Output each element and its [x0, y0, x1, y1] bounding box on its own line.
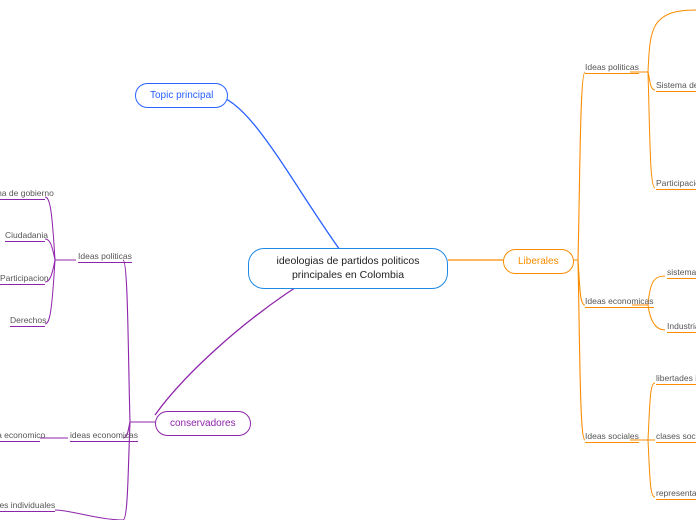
- con-pol-gobierno-label: ema de gobierno: [0, 188, 54, 198]
- lib-eco-sistema-label: sistema e: [667, 267, 696, 277]
- lib-soc-libertades-label: libertades ind: [656, 373, 696, 383]
- con-pol-derechos[interactable]: Derechos: [10, 315, 45, 325]
- branch-liberales[interactable]: Liberales: [503, 249, 574, 274]
- lib-pol-participacion-label: Participacion: [656, 178, 696, 188]
- con-soc-individuales[interactable]: ades individuales: [0, 500, 55, 510]
- con-economicas-label: ideas economicas: [70, 430, 138, 440]
- con-pol-derechos-label: Derechos: [10, 315, 46, 325]
- lib-soc-clases[interactable]: clases sociale: [656, 431, 696, 441]
- lib-economicas[interactable]: Ideas economicas: [585, 296, 654, 306]
- lib-soc-representacion[interactable]: representacion: [656, 488, 696, 498]
- con-eco-sistema[interactable]: ma economico: [0, 430, 40, 440]
- con-pol-ciudadania-label: Ciudadania: [5, 230, 48, 240]
- lib-soc-representacion-label: representacion: [656, 488, 696, 498]
- lib-sociales-label: Ideas sociales: [585, 431, 639, 441]
- lib-economicas-label: Ideas economicas: [585, 296, 654, 306]
- central-label: ideologias de partidos politicos princip…: [276, 255, 419, 281]
- lib-eco-industrial-label: Industrial: [667, 321, 696, 331]
- con-pol-participacion-label: Participacion: [0, 273, 49, 283]
- con-pol-gobierno[interactable]: ema de gobierno: [0, 188, 45, 198]
- con-politicas[interactable]: Ideas politicas: [78, 251, 132, 261]
- con-politicas-label: Ideas politicas: [78, 251, 132, 261]
- branch-conservadores[interactable]: conservadores: [155, 411, 251, 436]
- lib-pol-sistema[interactable]: Sistema de G: [656, 80, 696, 90]
- con-pol-ciudadania[interactable]: Ciudadania: [5, 230, 45, 240]
- lib-eco-industrial[interactable]: Industrial: [667, 321, 696, 331]
- branch-topic-label: Topic principal: [150, 90, 213, 101]
- con-soc-individuales-label: ades individuales: [0, 500, 55, 510]
- lib-soc-libertades[interactable]: libertades ind: [656, 373, 696, 383]
- branch-liberales-label: Liberales: [518, 256, 559, 267]
- branch-conservadores-label: conservadores: [170, 418, 236, 429]
- lib-politicas[interactable]: Ideas politicas: [585, 62, 639, 72]
- lib-pol-sistema-label: Sistema de G: [656, 80, 696, 90]
- con-eco-sistema-label: ma economico: [0, 430, 45, 440]
- lib-eco-sistema[interactable]: sistema e: [667, 267, 696, 277]
- lib-soc-clases-label: clases sociale: [656, 431, 696, 441]
- con-economicas[interactable]: ideas economicas: [70, 430, 138, 440]
- branch-topic[interactable]: Topic principal: [135, 83, 228, 108]
- con-pol-participacion[interactable]: Participacion: [0, 273, 45, 283]
- central-node[interactable]: ideologias de partidos politicos princip…: [248, 248, 448, 289]
- lib-politicas-label: Ideas politicas: [585, 62, 639, 72]
- lib-pol-participacion[interactable]: Participacion: [656, 178, 696, 188]
- lib-sociales[interactable]: Ideas sociales: [585, 431, 639, 441]
